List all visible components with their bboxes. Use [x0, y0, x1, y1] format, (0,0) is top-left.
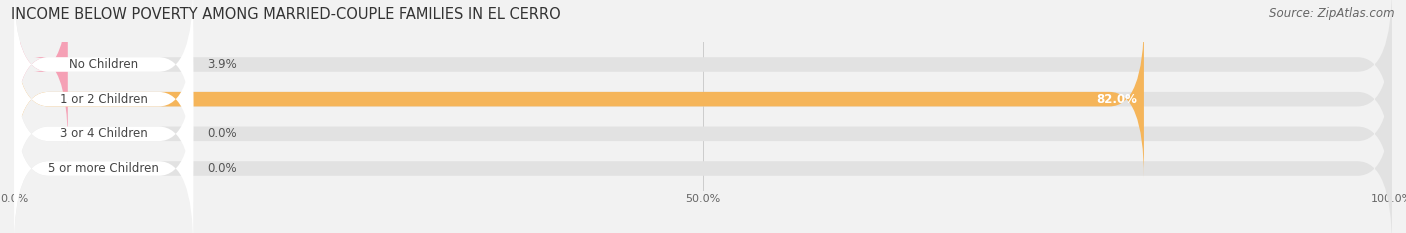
FancyBboxPatch shape: [14, 20, 1144, 178]
Text: 5 or more Children: 5 or more Children: [48, 162, 159, 175]
FancyBboxPatch shape: [14, 55, 193, 213]
Text: No Children: No Children: [69, 58, 138, 71]
FancyBboxPatch shape: [14, 89, 193, 233]
FancyBboxPatch shape: [14, 0, 193, 144]
FancyBboxPatch shape: [14, 20, 193, 178]
Text: 3 or 4 Children: 3 or 4 Children: [59, 127, 148, 140]
Text: 3.9%: 3.9%: [207, 58, 236, 71]
Text: 82.0%: 82.0%: [1097, 93, 1137, 106]
FancyBboxPatch shape: [14, 89, 1392, 233]
Text: INCOME BELOW POVERTY AMONG MARRIED-COUPLE FAMILIES IN EL CERRO: INCOME BELOW POVERTY AMONG MARRIED-COUPL…: [11, 7, 561, 22]
FancyBboxPatch shape: [14, 20, 1392, 178]
Text: 0.0%: 0.0%: [207, 162, 236, 175]
Text: 1 or 2 Children: 1 or 2 Children: [59, 93, 148, 106]
FancyBboxPatch shape: [14, 0, 1392, 144]
FancyBboxPatch shape: [14, 0, 67, 144]
Text: Source: ZipAtlas.com: Source: ZipAtlas.com: [1270, 7, 1395, 20]
FancyBboxPatch shape: [14, 55, 1392, 213]
Text: 0.0%: 0.0%: [207, 127, 236, 140]
